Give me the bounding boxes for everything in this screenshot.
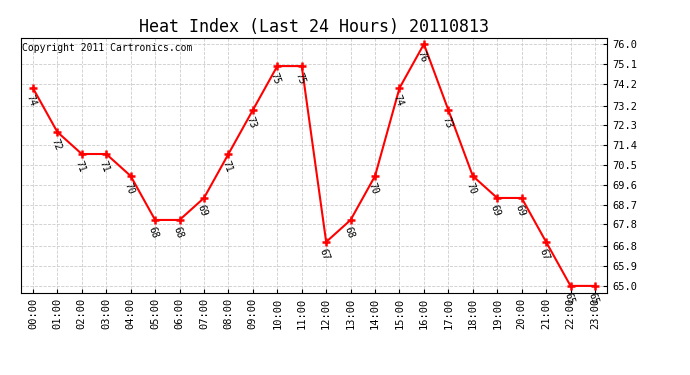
Text: 67: 67 xyxy=(538,248,551,262)
Text: 71: 71 xyxy=(220,160,233,174)
Text: 69: 69 xyxy=(513,204,526,218)
Text: 65: 65 xyxy=(586,291,600,306)
Text: 68: 68 xyxy=(147,225,160,240)
Text: 70: 70 xyxy=(366,182,380,196)
Text: 69: 69 xyxy=(489,204,502,218)
Text: 69: 69 xyxy=(196,204,209,218)
Text: 72: 72 xyxy=(49,138,62,152)
Text: 75: 75 xyxy=(293,72,307,86)
Text: 68: 68 xyxy=(171,225,185,240)
Text: 74: 74 xyxy=(25,94,38,108)
Text: 71: 71 xyxy=(73,160,87,174)
Text: 71: 71 xyxy=(98,160,111,174)
Text: 70: 70 xyxy=(464,182,478,196)
Text: 70: 70 xyxy=(122,182,136,196)
Text: 74: 74 xyxy=(391,94,404,108)
Text: Copyright 2011 Cartronics.com: Copyright 2011 Cartronics.com xyxy=(22,43,193,52)
Text: 67: 67 xyxy=(318,248,331,262)
Text: 73: 73 xyxy=(440,116,453,130)
Text: 65: 65 xyxy=(562,291,575,306)
Text: 76: 76 xyxy=(415,50,429,64)
Text: 73: 73 xyxy=(244,116,258,130)
Text: 75: 75 xyxy=(269,72,282,86)
Text: 68: 68 xyxy=(342,225,355,240)
Title: Heat Index (Last 24 Hours) 20110813: Heat Index (Last 24 Hours) 20110813 xyxy=(139,18,489,36)
